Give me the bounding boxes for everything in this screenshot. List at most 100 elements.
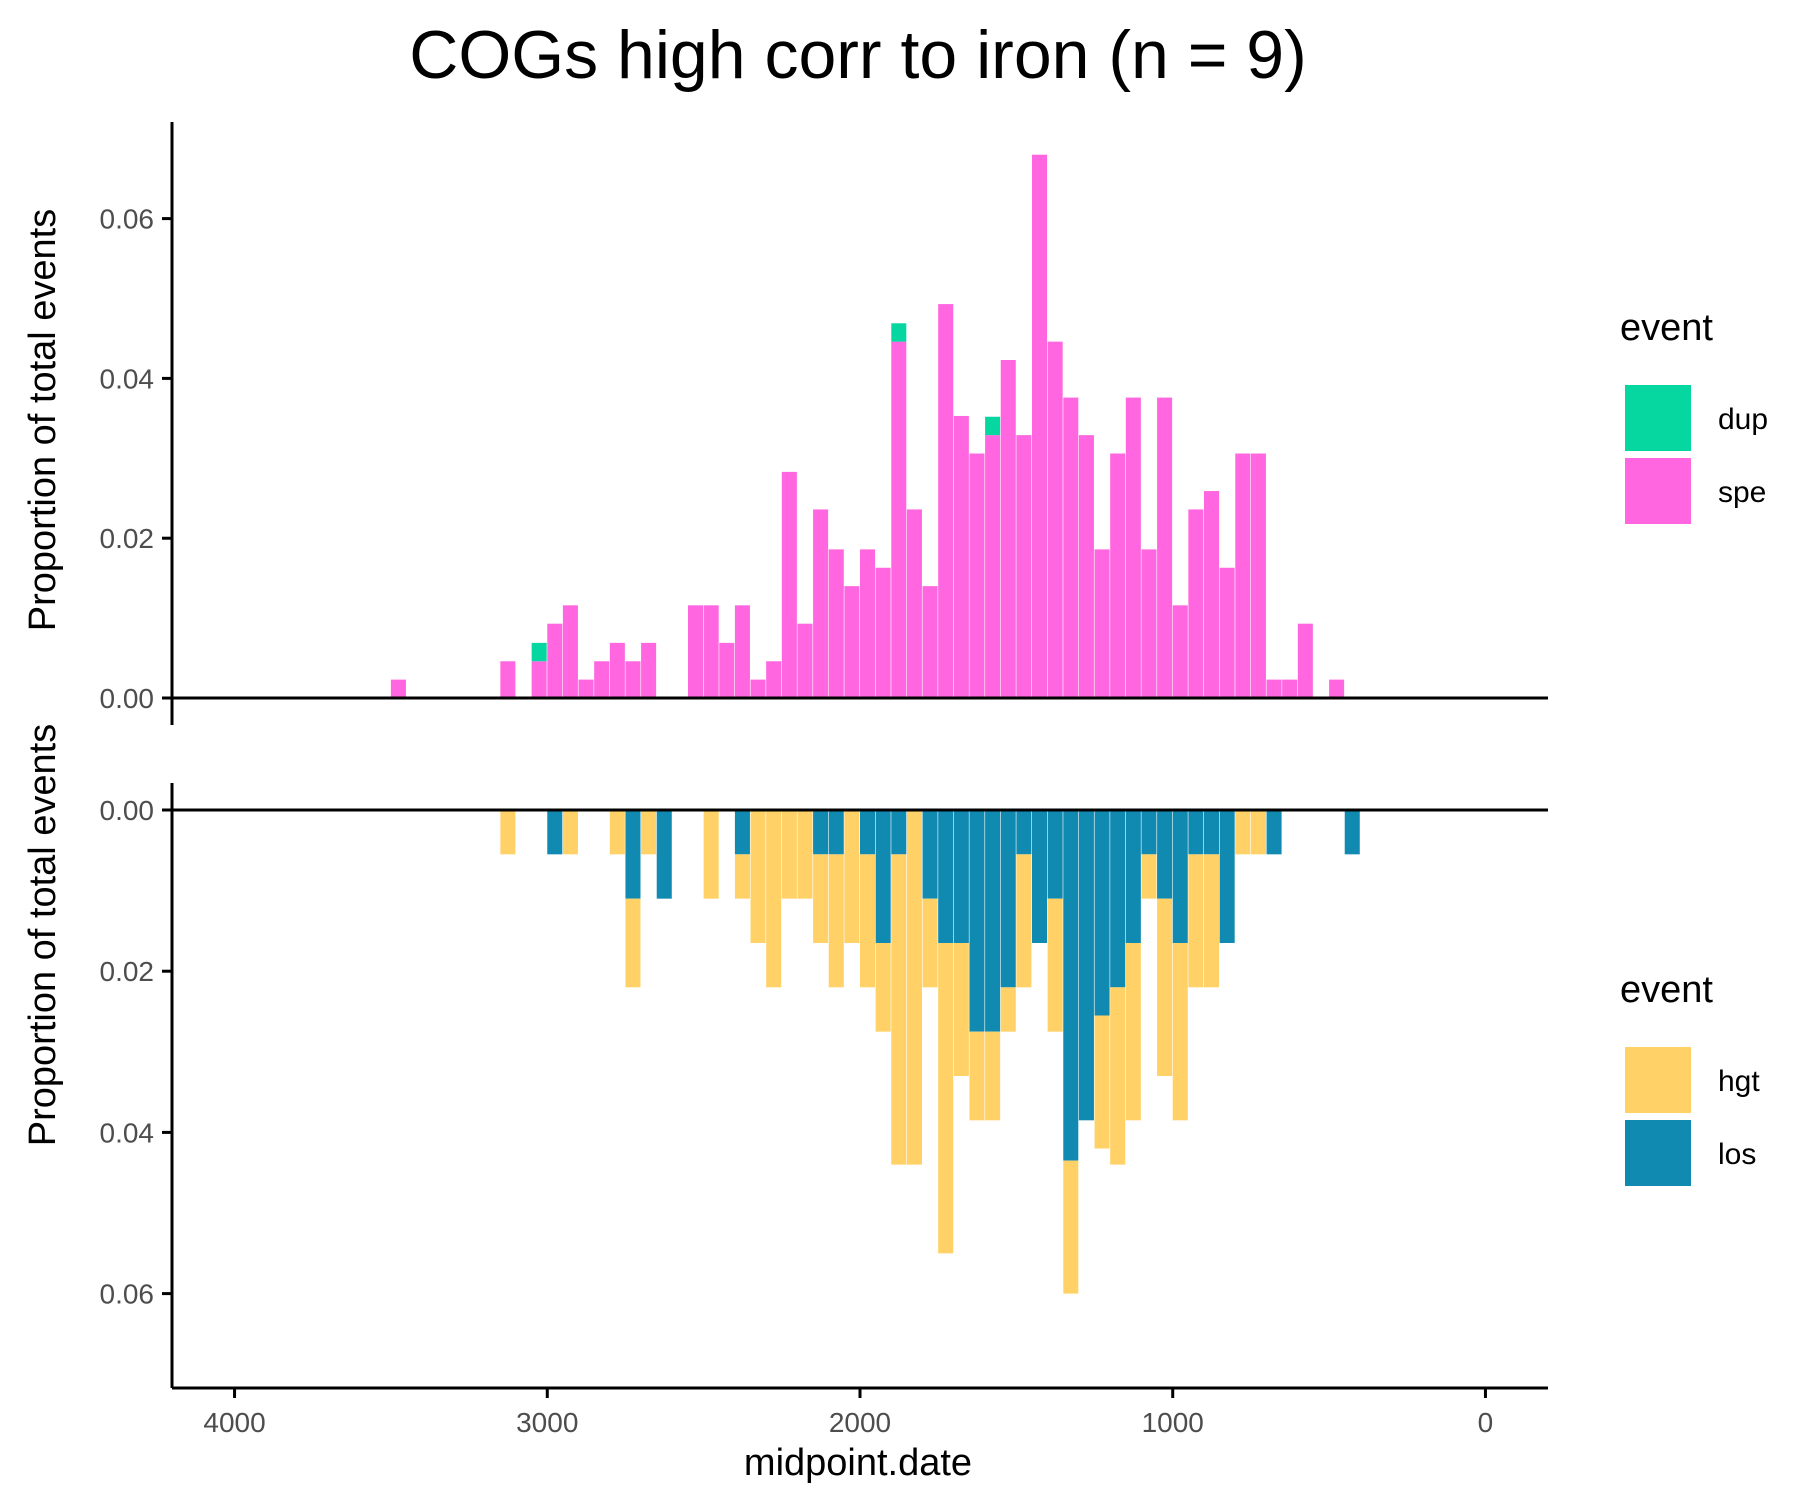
bottom-bar-los [891,810,907,855]
bottom-bar-los [656,810,672,899]
bottom-bar-los [1000,810,1016,988]
top-legend: event dup spe [1620,307,1768,524]
bottom-bar-los [734,810,750,855]
x-tick-label: 3000 [516,1407,578,1438]
bottom-bar-los [547,810,563,855]
top-bar-spe [953,415,969,698]
bottom-bar-hgt [625,898,641,988]
top-legend-swatch-dup [1625,385,1691,451]
top-bar-spe [766,661,782,698]
x-tick-label: 1000 [1142,1407,1204,1438]
top-legend-label-spe: spe [1718,476,1766,509]
bottom-bar-hgt [906,810,922,1165]
bottom-bar-hgt [844,810,860,943]
bottom-bar-hgt [500,810,516,855]
bottom-bar-hgt [1141,854,1157,899]
top-bar-spe [860,549,876,698]
top-bar-spe [1250,453,1266,698]
bottom-bar-hgt [562,810,578,855]
top-bar-spe [734,605,750,698]
top-bar-spe [1094,549,1110,698]
top-y-tick-label: 0.00 [100,683,155,714]
bottom-panel-y-axis-title: Proportion of total events [22,724,64,1146]
bottom-bar-los [922,810,938,899]
top-bar-spe [938,304,954,698]
bottom-y-tick-label: 0.00 [100,795,155,826]
bottom-bar-los [1204,810,1220,855]
top-bar-spe [1266,679,1282,698]
bottom-bar-hgt [1172,942,1188,1121]
bottom-bar-los [860,810,876,855]
bottom-bar-hgt [609,810,625,855]
bottom-bar-los [1344,810,1360,855]
top-bar-spe [1016,435,1032,698]
bottom-bar-hgt [969,1031,985,1121]
bottom-panel: 0.00 0.02 0.04 0.06 Proportion of total eve… [22,724,1548,1388]
top-bar-spe [1188,509,1204,698]
top-bar-spe [390,679,406,698]
top-bar-spe [1204,491,1220,698]
bottom-bar-los [1047,810,1063,899]
bottom-bar-los [953,810,969,943]
bottom-bar-los [828,810,844,855]
bottom-bar-hgt [922,898,938,988]
bottom-legend: event hgt los [1620,969,1760,1186]
bottom-bar-los [1032,810,1048,943]
top-bar-spe [609,642,625,698]
bottom-bar-los [1219,810,1235,943]
bottom-bar-hgt [985,1031,1001,1121]
bottom-panel-y-axis: 0.00 0.02 0.04 0.06 [100,783,1548,1388]
top-bar-spe [531,661,547,698]
top-bar-spe [703,605,719,698]
bottom-bar-hgt [734,854,750,899]
bottom-bar-hgt [938,942,954,1254]
top-bar-spe [1000,360,1016,698]
bottom-bar-los [1266,810,1282,855]
top-bar-dup [531,642,547,662]
bottom-bar-hgt [875,942,891,1032]
bottom-bar-hgt [1063,1160,1079,1294]
top-bar-spe [891,341,907,698]
bottom-panel-bars [500,810,1360,1294]
bottom-bar-hgt [1188,854,1204,988]
top-bar-spe [797,623,813,698]
top-bar-spe [1110,453,1126,698]
top-bar-spe [1157,397,1173,698]
bottom-bar-los [1016,810,1032,855]
bottom-bar-hgt [1047,898,1063,1032]
bottom-legend-swatch-los [1625,1120,1691,1186]
bottom-bar-los [1141,810,1157,855]
top-y-tick-label: 0.06 [100,204,155,235]
bottom-bar-hgt [1204,854,1220,988]
bottom-bar-los [1188,810,1204,855]
top-bar-spe [750,679,766,698]
top-bar-spe [1047,341,1063,698]
bottom-bar-hgt [828,854,844,988]
bottom-bar-hgt [1235,810,1251,855]
chart-title: COGs high corr to iron (n = 9) [409,17,1307,93]
top-panel: 0.00 0.02 0.04 0.06 Proportion of total eve… [22,122,1548,725]
top-bar-spe [641,642,657,698]
bottom-y-tick-label: 0.02 [100,956,155,987]
bottom-bar-los [1125,810,1141,943]
top-panel-y-axis: 0.00 0.02 0.04 0.06 [100,122,1548,725]
top-bar-spe [1063,397,1079,698]
top-bar-dup [891,323,907,342]
bottom-bar-hgt [1157,898,1173,1076]
bottom-y-tick-label: 0.06 [100,1279,155,1310]
top-bar-spe [875,567,891,698]
top-y-tick-label: 0.04 [100,363,155,394]
top-bar-spe [813,509,829,698]
bottom-bar-hgt [766,810,782,988]
top-panel-bars [390,154,1345,698]
top-bar-spe [594,661,610,698]
bottom-bar-los [1110,810,1126,988]
bottom-bar-hgt [953,942,969,1076]
top-bar-spe [985,435,1001,698]
bottom-bar-hgt [797,810,813,899]
top-bar-spe [625,661,641,698]
x-tick-label: 2000 [829,1407,891,1438]
bottom-bar-hgt [1250,810,1266,855]
top-bar-spe [906,509,922,698]
